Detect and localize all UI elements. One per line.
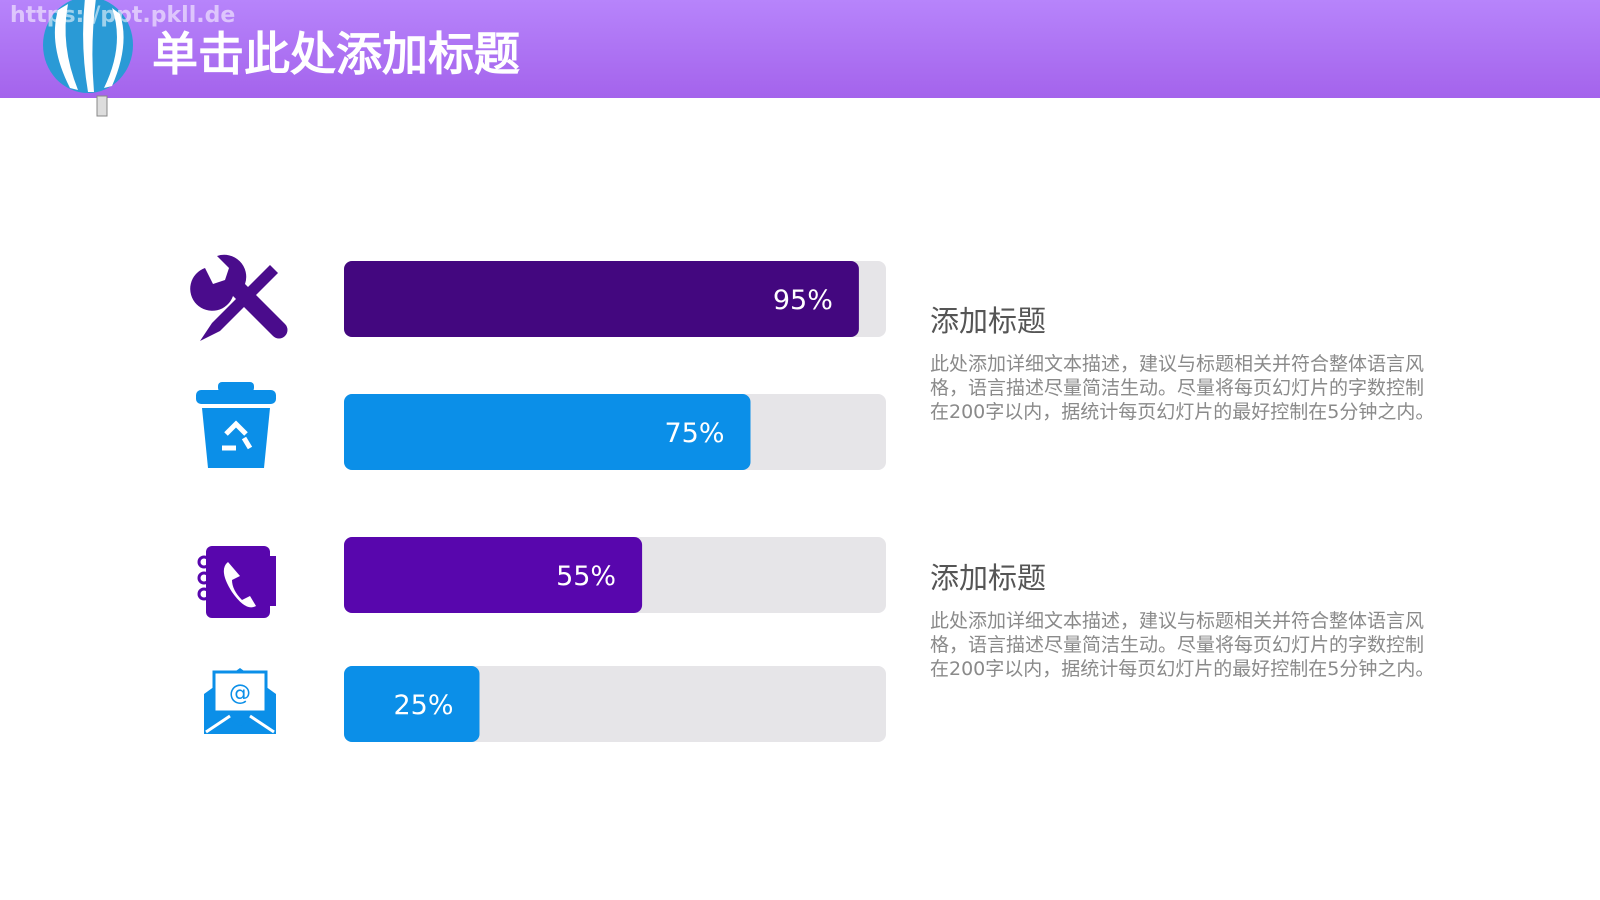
- balloon-icon: [43, 0, 133, 117]
- bar: [344, 261, 859, 337]
- text-block: 添加标题 此处添加详细文本描述，建议与标题相关并符合整体语言风格，语言描述尽量简…: [930, 298, 1435, 424]
- block-text: 此处添加详细文本描述，建议与标题相关并符合整体语言风格，语言描述尽量简洁生动。尽…: [930, 610, 1435, 680]
- value-label: 55%: [556, 561, 616, 592]
- slide-title: 单击此处添加标题: [152, 27, 520, 81]
- tools-icon: [190, 254, 288, 341]
- bar: [344, 537, 643, 613]
- value-label: 75%: [664, 418, 724, 449]
- svg-text:@: @: [229, 681, 251, 706]
- email-icon: @: [204, 668, 276, 734]
- block-title: 添加标题: [930, 561, 1047, 595]
- phonebook-icon: [197, 546, 276, 618]
- watermark: https://ppt.pkll.de: [10, 3, 235, 28]
- bar: [344, 666, 480, 742]
- bar: [344, 394, 751, 470]
- block-title: 添加标题: [930, 304, 1047, 338]
- block-text: 此处添加详细文本描述，建议与标题相关并符合整体语言风格，语言描述尽量简洁生动。尽…: [930, 353, 1435, 423]
- recycle-bin-icon: [196, 382, 276, 468]
- value-label: 95%: [773, 285, 833, 316]
- header-band: [0, 0, 1600, 98]
- text-block: 添加标题 此处添加详细文本描述，建议与标题相关并符合整体语言风格，语言描述尽量简…: [930, 555, 1435, 681]
- value-label: 25%: [393, 690, 453, 721]
